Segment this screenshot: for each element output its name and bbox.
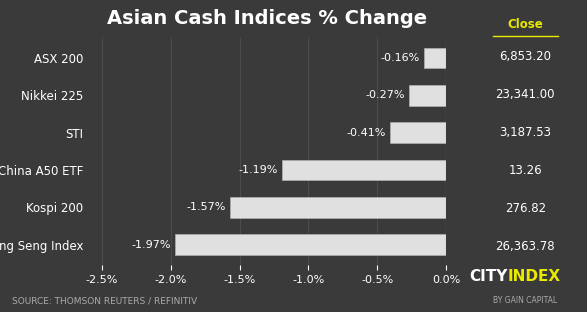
Text: 13.26: 13.26: [508, 164, 542, 177]
Text: INDEX: INDEX: [508, 269, 561, 284]
Text: 26,363.78: 26,363.78: [495, 240, 555, 253]
Text: BY GAIN CAPITAL: BY GAIN CAPITAL: [493, 296, 558, 305]
Text: 276.82: 276.82: [505, 202, 546, 215]
Bar: [282, 160, 446, 180]
Text: 6,853.20: 6,853.20: [500, 50, 551, 63]
Title: Asian Cash Indices % Change: Asian Cash Indices % Change: [107, 8, 427, 27]
Text: -1.97%: -1.97%: [131, 240, 171, 250]
Text: 23,341.00: 23,341.00: [495, 88, 555, 101]
Bar: [175, 234, 446, 255]
Text: CITY: CITY: [470, 269, 508, 284]
Text: SOURCE: THOMSON REUTERS / REFINITIV: SOURCE: THOMSON REUTERS / REFINITIV: [12, 297, 197, 306]
Text: Close: Close: [508, 18, 543, 32]
Text: -0.27%: -0.27%: [365, 90, 405, 100]
Bar: [230, 197, 446, 217]
Text: -1.57%: -1.57%: [187, 202, 226, 212]
Text: -0.41%: -0.41%: [346, 128, 386, 138]
Text: -1.19%: -1.19%: [239, 165, 278, 175]
Bar: [424, 48, 446, 68]
Text: -0.16%: -0.16%: [381, 53, 420, 63]
Bar: [409, 85, 446, 106]
Text: 3,187.53: 3,187.53: [500, 126, 551, 139]
Bar: [390, 122, 446, 143]
